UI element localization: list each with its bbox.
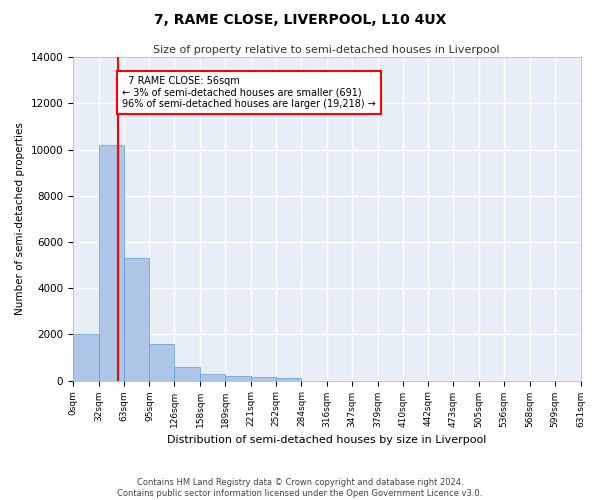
Bar bbox=[73, 334, 99, 380]
Bar bbox=[200, 374, 225, 380]
Bar bbox=[225, 376, 251, 380]
Text: Contains HM Land Registry data © Crown copyright and database right 2024.
Contai: Contains HM Land Registry data © Crown c… bbox=[118, 478, 482, 498]
Bar bbox=[175, 366, 200, 380]
Text: 7, RAME CLOSE, LIVERPOOL, L10 4UX: 7, RAME CLOSE, LIVERPOOL, L10 4UX bbox=[154, 12, 446, 26]
Bar bbox=[251, 377, 275, 380]
Bar bbox=[124, 258, 149, 380]
Bar bbox=[275, 378, 301, 380]
Bar bbox=[99, 145, 124, 380]
X-axis label: Distribution of semi-detached houses by size in Liverpool: Distribution of semi-detached houses by … bbox=[167, 435, 487, 445]
Title: Size of property relative to semi-detached houses in Liverpool: Size of property relative to semi-detach… bbox=[154, 45, 500, 55]
Bar bbox=[149, 344, 175, 380]
Y-axis label: Number of semi-detached properties: Number of semi-detached properties bbox=[15, 122, 25, 316]
Text: 7 RAME CLOSE: 56sqm
← 3% of semi-detached houses are smaller (691)
96% of semi-d: 7 RAME CLOSE: 56sqm ← 3% of semi-detache… bbox=[122, 76, 376, 109]
